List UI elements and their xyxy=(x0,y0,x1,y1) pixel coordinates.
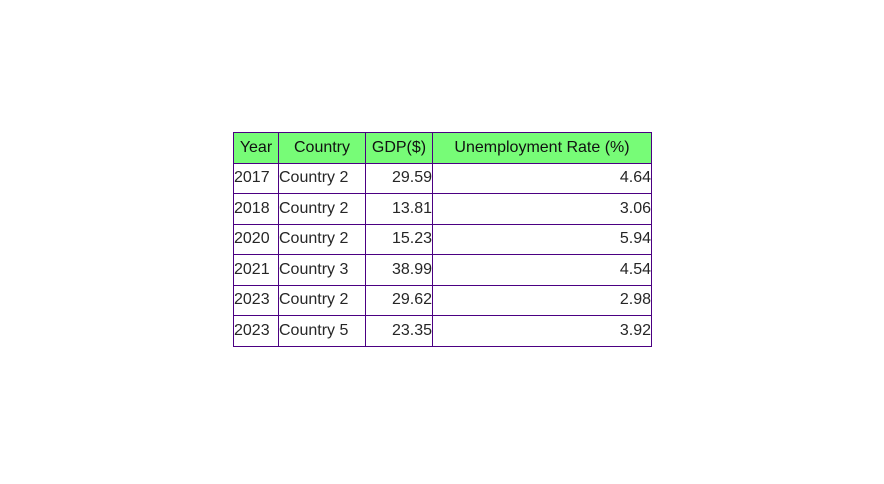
cell-unemployment-rate: 4.54 xyxy=(432,254,652,286)
cell-gdp: 29.62 xyxy=(365,284,433,316)
cell-year: 2023 xyxy=(233,284,279,316)
cell-country: Country 5 xyxy=(278,315,366,347)
cell-year: 2023 xyxy=(233,315,279,347)
cell-gdp: 15.23 xyxy=(365,223,433,255)
table-row: 2018 Country 2 13.81 3.06 xyxy=(233,193,652,225)
cell-year: 2018 xyxy=(233,193,279,225)
header-gdp: GDP($) xyxy=(365,132,433,164)
cell-unemployment-rate: 4.64 xyxy=(432,162,652,194)
cell-country: Country 3 xyxy=(278,254,366,286)
header-country: Country xyxy=(278,132,366,164)
table-row: 2023 Country 2 29.62 2.98 xyxy=(233,284,652,316)
cell-year: 2017 xyxy=(233,162,279,194)
cell-gdp: 38.99 xyxy=(365,254,433,286)
header-year: Year xyxy=(233,132,279,164)
cell-gdp: 23.35 xyxy=(365,315,433,347)
cell-country: Country 2 xyxy=(278,223,366,255)
cell-gdp: 29.59 xyxy=(365,162,433,194)
table-row: 2020 Country 2 15.23 5.94 xyxy=(233,223,652,255)
cell-unemployment-rate: 3.06 xyxy=(432,193,652,225)
cell-country: Country 2 xyxy=(278,193,366,225)
table-row: 2017 Country 2 29.59 4.64 xyxy=(233,162,652,194)
header-unemployment-rate: Unemployment Rate (%) xyxy=(432,132,652,164)
cell-country: Country 2 xyxy=(278,162,366,194)
data-table: Year Country GDP($) Unemployment Rate (%… xyxy=(233,132,652,347)
cell-unemployment-rate: 3.92 xyxy=(432,315,652,347)
cell-unemployment-rate: 2.98 xyxy=(432,284,652,316)
cell-unemployment-rate: 5.94 xyxy=(432,223,652,255)
cell-country: Country 2 xyxy=(278,284,366,316)
table-row: 2023 Country 5 23.35 3.92 xyxy=(233,315,652,347)
cell-gdp: 13.81 xyxy=(365,193,433,225)
cell-year: 2020 xyxy=(233,223,279,255)
table-row: 2021 Country 3 38.99 4.54 xyxy=(233,254,652,286)
cell-year: 2021 xyxy=(233,254,279,286)
header-row: Year Country GDP($) Unemployment Rate (%… xyxy=(233,132,652,164)
